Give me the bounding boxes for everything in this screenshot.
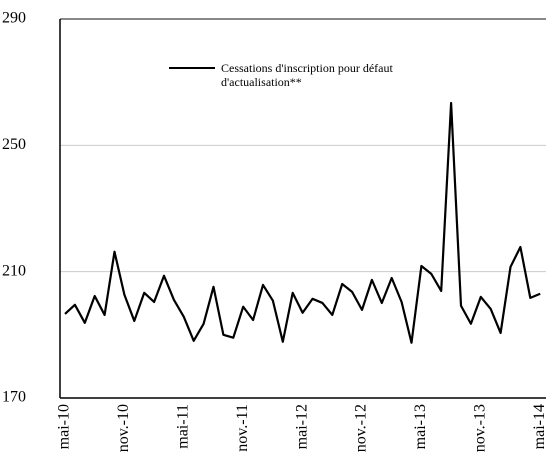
x-tick-label: mai-14 xyxy=(531,404,546,449)
legend: Cessations d'inscription pour défaut d'a… xyxy=(165,59,413,91)
x-tick-label: nov.-12 xyxy=(353,404,370,452)
x-tick-label: mai-10 xyxy=(56,404,73,449)
x-tick-label: mai-11 xyxy=(174,404,191,449)
x-tick-label: nov.-11 xyxy=(234,404,251,452)
x-tick-label: nov.-10 xyxy=(115,404,132,452)
x-tick-label: mai-12 xyxy=(293,404,310,449)
legend-label: Cessations d'inscription pour défaut d'a… xyxy=(221,61,393,89)
y-tick-label: 250 xyxy=(2,136,26,153)
x-tick-label: nov.-13 xyxy=(471,404,488,452)
data-line xyxy=(64,101,541,344)
y-tick-label: 170 xyxy=(2,389,26,406)
x-tick-label: mai-13 xyxy=(412,404,429,449)
y-tick-label: 210 xyxy=(2,262,26,279)
y-tick-label: 290 xyxy=(2,10,26,27)
legend-swatch xyxy=(169,67,215,69)
